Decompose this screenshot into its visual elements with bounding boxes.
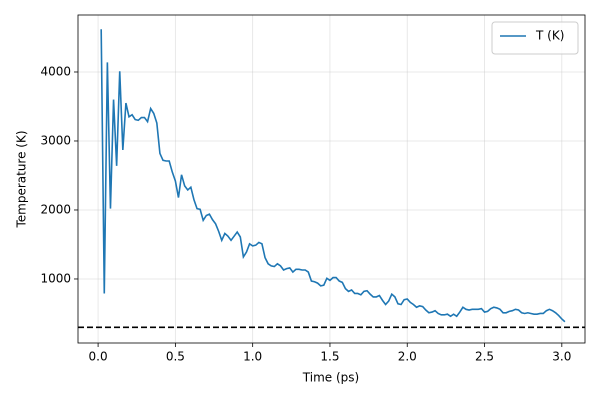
- plot-frame: [77, 14, 586, 344]
- y-tick-label: 1000: [40, 271, 71, 285]
- legend-box: [491, 21, 579, 55]
- x-tick-label: 1.5: [320, 350, 339, 364]
- y-tick-label: 4000: [40, 64, 71, 78]
- line: [100, 29, 566, 323]
- y-tick-label: 2000: [40, 202, 71, 216]
- x-axis-label: Time (ps): [302, 371, 359, 385]
- x-tick-label: 2.5: [475, 350, 494, 364]
- legend-label: T (K): [535, 29, 564, 43]
- y-axis-label: Temperature (K): [15, 130, 29, 228]
- x-tick-label: 3.0: [552, 350, 571, 364]
- x-tick-label: 0.0: [89, 350, 108, 364]
- x-tick-label: 1.0: [243, 350, 262, 364]
- y-tick-label: 3000: [40, 133, 71, 147]
- x-tick-label: 2.0: [398, 350, 417, 364]
- x-tick-label: 0.5: [166, 350, 185, 364]
